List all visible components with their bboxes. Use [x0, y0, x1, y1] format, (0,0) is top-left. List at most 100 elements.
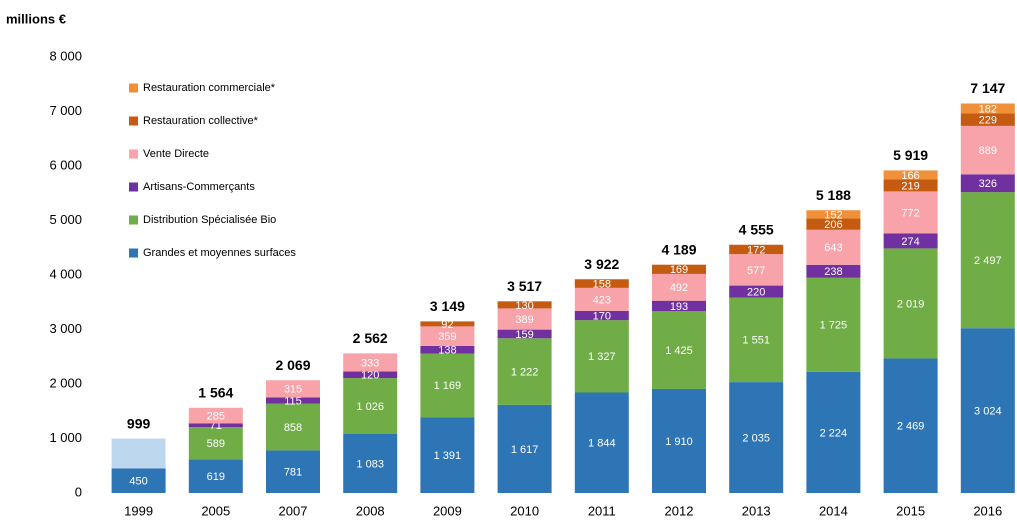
legend-swatch [129, 215, 138, 225]
bar-segment [960, 174, 1015, 193]
bar-segment [420, 321, 475, 327]
bar-segment [343, 433, 398, 493]
data-label: 220 [747, 286, 765, 298]
data-label: 172 [747, 244, 765, 256]
data-label: 159 [515, 329, 533, 341]
total-label: 4 189 [661, 241, 696, 257]
bar-segment [960, 192, 1015, 329]
bar-segment [497, 329, 552, 339]
bar-segment [420, 353, 475, 418]
data-label: 169 [670, 264, 688, 276]
bar-segment [343, 353, 398, 372]
data-label: 1 327 [588, 351, 616, 363]
bar-segment [574, 279, 629, 288]
x-tick-label: 2011 [588, 503, 616, 518]
bar-segment [883, 248, 938, 359]
data-label: 772 [901, 207, 919, 219]
bar-segment [420, 326, 475, 346]
x-tick-label: 2007 [279, 503, 308, 518]
data-label: 589 [207, 438, 225, 450]
data-label: 359 [438, 331, 456, 343]
bar-segment [574, 392, 629, 493]
legend-swatch [129, 182, 138, 192]
bar-segment [960, 113, 1015, 126]
legend-label: Artisans-Commerçants [143, 181, 255, 193]
legend-label: Restauration commerciale* [143, 82, 276, 94]
data-label: 643 [824, 242, 842, 254]
data-label: 219 [901, 180, 919, 192]
data-label: 619 [207, 471, 225, 483]
data-label: 1 026 [356, 401, 384, 413]
data-label: 1 425 [665, 345, 693, 357]
x-tick-label: 1999 [124, 503, 153, 518]
x-tick-label: 2014 [819, 503, 848, 518]
legend-swatch [129, 248, 138, 258]
bar-segment [729, 285, 784, 298]
data-label: 2 497 [974, 255, 1002, 267]
data-label: 3 024 [974, 406, 1002, 418]
bar-segment [111, 468, 166, 493]
bar-segment [960, 125, 1015, 175]
data-label: 2 035 [742, 432, 770, 444]
data-label: 238 [824, 266, 842, 278]
data-label: 1 910 [665, 436, 693, 448]
bar-segment [188, 407, 243, 424]
bar-segment [266, 380, 320, 398]
data-label: 2 224 [820, 427, 848, 439]
legend-swatch [129, 83, 138, 93]
bar-segment [266, 397, 320, 404]
bar-segment [266, 450, 320, 493]
total-label: 999 [127, 415, 151, 431]
data-label: 166 [901, 170, 919, 182]
data-label: 858 [284, 422, 302, 434]
bar-segment [343, 378, 398, 434]
x-tick-label: 2008 [356, 503, 385, 518]
bar-segment [729, 382, 784, 493]
total-label: 3 517 [507, 278, 542, 294]
bar-segment [497, 404, 552, 493]
total-label: 4 555 [739, 221, 774, 237]
bar-segment [883, 233, 938, 249]
data-label: 1 551 [742, 335, 770, 347]
y-tick-label: 6 000 [49, 157, 82, 172]
bar-segment [266, 403, 320, 451]
bar-segment [806, 264, 861, 278]
total-label: 3 149 [430, 298, 465, 314]
bar-segment [806, 371, 861, 493]
data-label: 389 [515, 314, 533, 326]
data-label: 889 [979, 145, 997, 157]
total-label: 5 919 [893, 147, 928, 163]
data-label: 315 [284, 384, 302, 396]
x-tick-label: 2013 [742, 503, 771, 518]
data-label: 1 083 [356, 458, 384, 470]
bar-segment [883, 358, 938, 493]
data-label: 170 [593, 310, 611, 322]
y-tick-label: 7 000 [49, 103, 82, 118]
x-tick-label: 2010 [510, 503, 539, 518]
data-label: 423 [593, 294, 611, 306]
data-label: 2 469 [897, 421, 925, 433]
bar-segment [574, 287, 629, 311]
x-tick-label: 2012 [665, 503, 694, 518]
legend-label: Restauration collective* [143, 115, 259, 127]
bar-segment [497, 301, 552, 309]
data-label: 1 391 [434, 450, 462, 462]
x-tick-label: 2005 [201, 503, 230, 518]
total-label: 1 564 [198, 384, 233, 400]
bar-segment [729, 244, 784, 255]
legend-label: Vente Directe [143, 148, 209, 160]
data-label: 229 [979, 115, 997, 127]
bar-segment [729, 297, 784, 383]
bar-segment [343, 371, 398, 379]
bar-segment [806, 210, 861, 219]
data-label: 1 725 [820, 320, 848, 332]
y-tick-label: 2 000 [49, 375, 82, 390]
y-tick-label: 4 000 [49, 266, 82, 281]
bar-segment [729, 254, 784, 286]
data-label: 333 [361, 357, 379, 369]
bar-segment [806, 229, 861, 265]
data-label: 115 [284, 395, 302, 407]
bar-segment [960, 103, 1015, 114]
data-label: 577 [747, 265, 765, 277]
legend-label: Grandes et moyennes surfaces [143, 247, 296, 259]
